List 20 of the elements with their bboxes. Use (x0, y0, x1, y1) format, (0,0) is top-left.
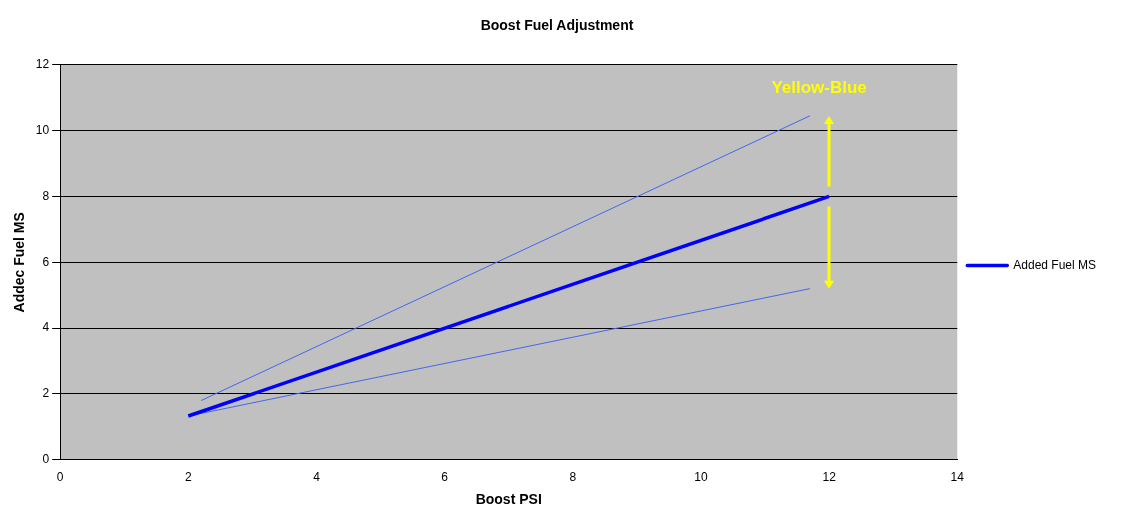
legend-label: Added Fuel MS (1013, 257, 1097, 272)
y-tick-label: 0 (42, 452, 50, 467)
x-tick-label: 2 (184, 470, 192, 485)
y-tick-label: 8 (42, 188, 50, 203)
y-tick-label: 6 (42, 254, 50, 269)
y-tick-label: 12 (35, 57, 50, 72)
x-tick-label: 0 (56, 470, 64, 485)
annotation: Yellow-Blue (770, 77, 868, 98)
x-tick-label: 10 (694, 470, 708, 485)
x-tick-label: 8 (569, 470, 577, 485)
x-tick-label: 4 (313, 470, 321, 485)
x-tick-label: 14 (950, 470, 965, 485)
y-tick-label: 10 (35, 122, 50, 137)
x-tick-label: 6 (441, 470, 449, 485)
y-tick-label: 4 (42, 320, 50, 335)
y-axis-title: Addec Fuel MS (11, 212, 28, 313)
x-axis-title: Boost PSI (475, 491, 542, 508)
x-tick-label: 12 (822, 470, 837, 485)
chart-title: Boost Fuel Adjustment (480, 17, 634, 34)
y-tick-label: 2 (42, 386, 50, 401)
